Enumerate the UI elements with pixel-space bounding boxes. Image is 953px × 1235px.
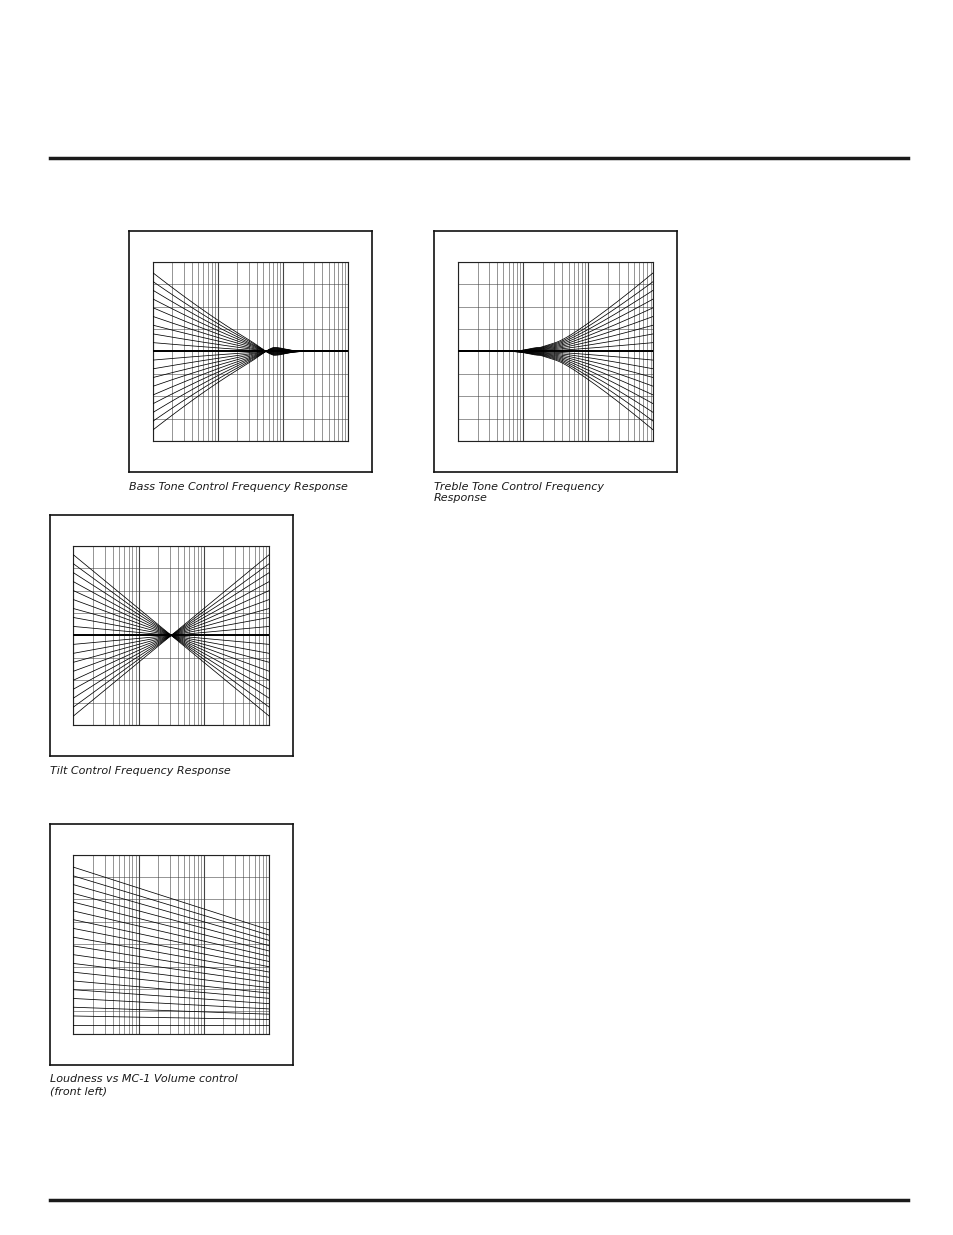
Text: Loudness vs MC-1 Volume control
(front left): Loudness vs MC-1 Volume control (front l… [50,1074,237,1095]
Text: Treble Tone Control Frequency
Response: Treble Tone Control Frequency Response [434,482,603,503]
Text: Tilt Control Frequency Response: Tilt Control Frequency Response [50,766,230,776]
Text: Bass Tone Control Frequency Response: Bass Tone Control Frequency Response [129,482,347,492]
